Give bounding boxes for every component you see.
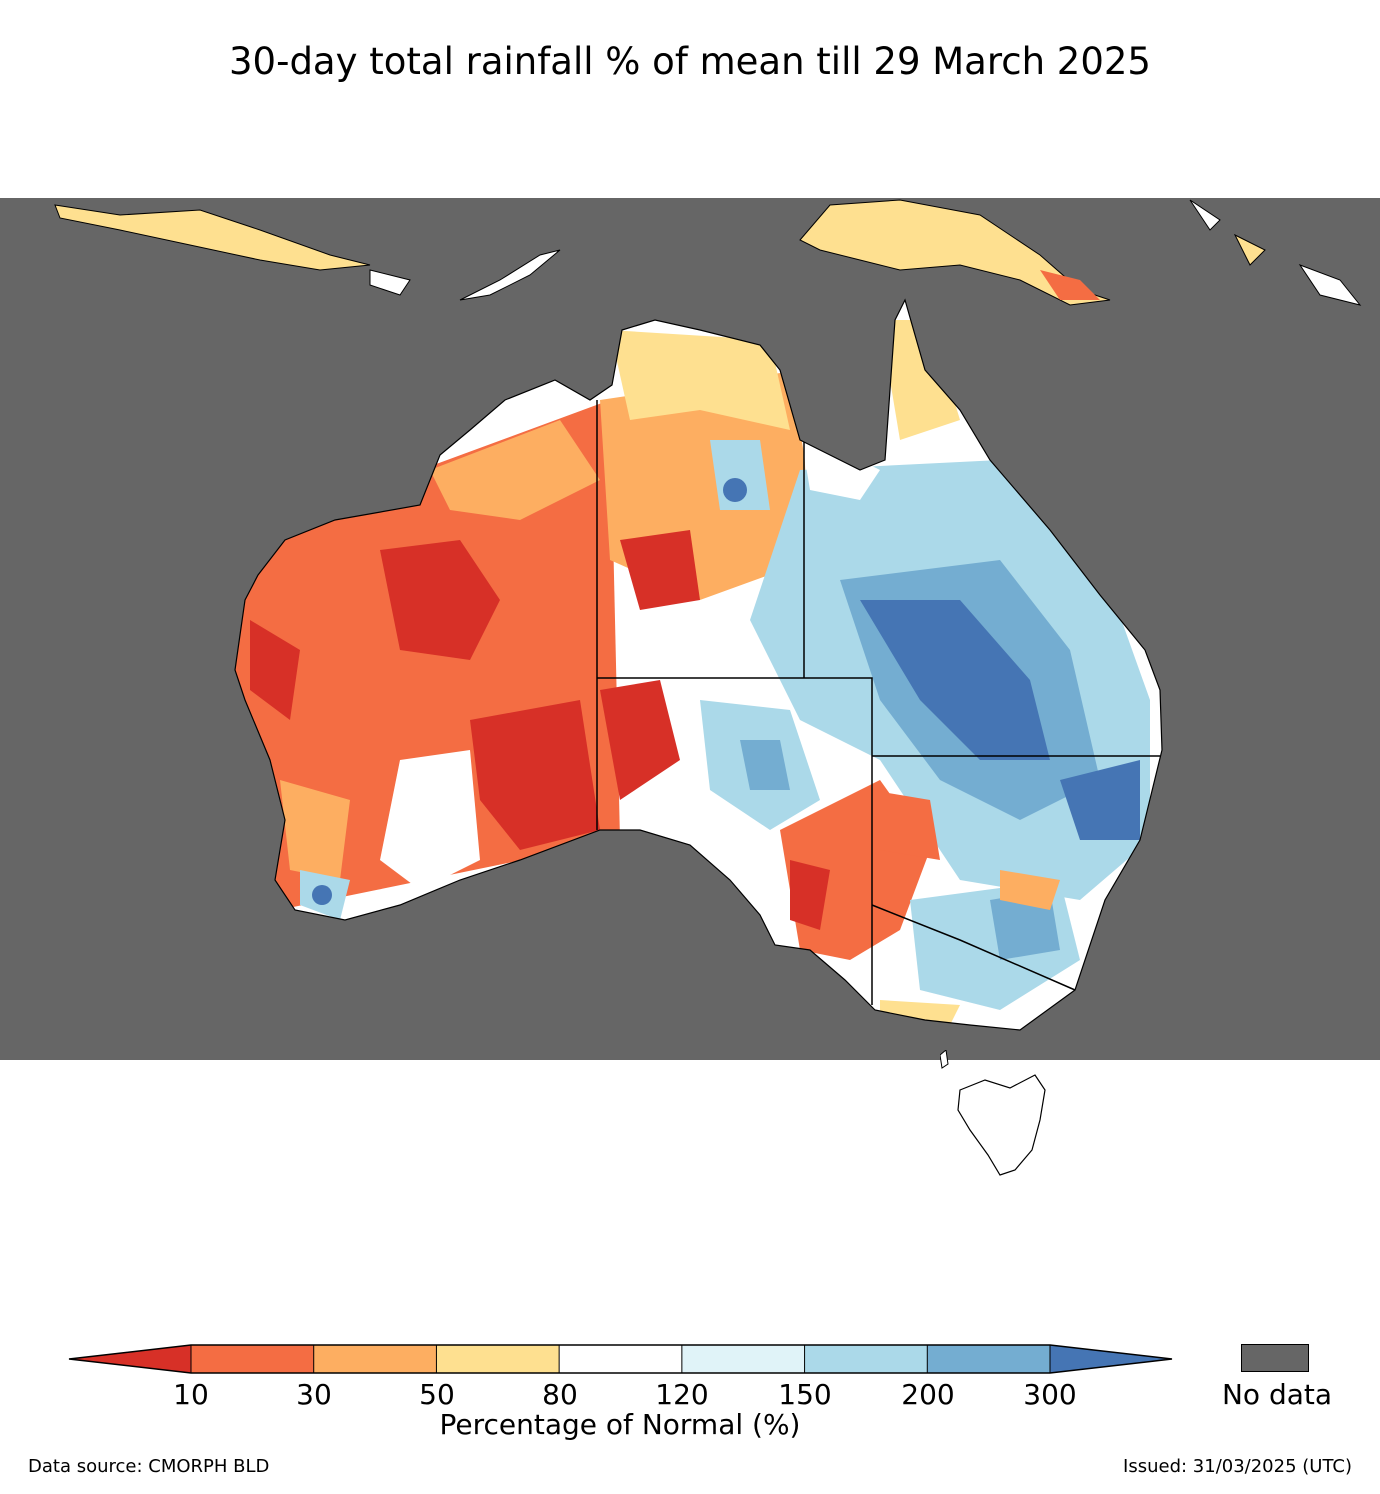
rainfall-map xyxy=(0,198,1380,1060)
colorbar-segment xyxy=(927,1345,1050,1373)
colorbar-segment xyxy=(69,1345,191,1373)
tick-label: 300 xyxy=(1023,1378,1077,1411)
northern-islands xyxy=(54,199,1362,306)
map-title: 30-day total rainfall % of mean till 29 … xyxy=(229,40,1151,83)
tick-label: 50 xyxy=(419,1378,455,1411)
colorbar-segment xyxy=(559,1345,682,1373)
no-data-swatch xyxy=(1241,1344,1309,1372)
tick-label: 10 xyxy=(173,1378,209,1411)
tick-label: 30 xyxy=(296,1378,332,1411)
colorbar-segment xyxy=(1050,1345,1172,1373)
colorbar-segment xyxy=(681,1345,805,1373)
tick-label: 200 xyxy=(901,1378,955,1411)
colorbar-segment xyxy=(313,1345,437,1373)
data-source: Data source: CMORPH BLD xyxy=(28,1456,270,1477)
colorbar-segment xyxy=(191,1345,314,1373)
no-data-label: No data xyxy=(1221,1378,1333,1411)
tick-label: 150 xyxy=(778,1378,832,1411)
colorbar-segment xyxy=(804,1345,928,1373)
colorbar xyxy=(68,1344,1173,1374)
coastline xyxy=(234,298,1163,1031)
tick-label: 120 xyxy=(655,1378,709,1411)
colorbar-segment xyxy=(436,1345,560,1373)
tasmania-outline xyxy=(940,1050,1046,1176)
tick-label: 80 xyxy=(542,1378,578,1411)
issued-date: Issued: 31/03/2025 (UTC) xyxy=(1123,1456,1352,1477)
colorbar-label: Percentage of Normal (%) xyxy=(439,1408,801,1441)
